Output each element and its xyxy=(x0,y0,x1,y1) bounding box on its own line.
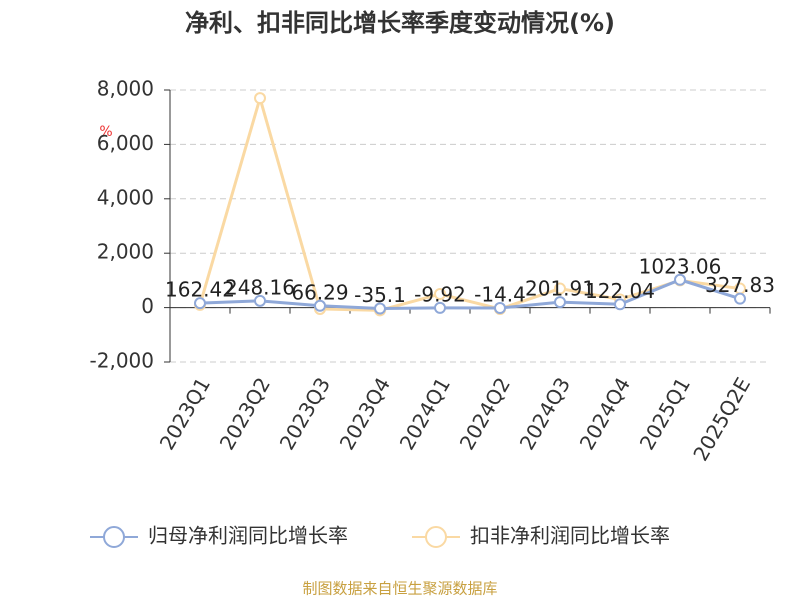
data-label: 66.29 xyxy=(291,280,348,304)
data-label: 1023.06 xyxy=(639,254,722,278)
data-label: -14.4 xyxy=(474,282,526,306)
point xyxy=(254,294,266,307)
x-tick-label: 2024Q3 xyxy=(515,373,575,454)
point xyxy=(434,288,446,300)
data-label: 201.91 xyxy=(525,277,595,301)
y-unit: % xyxy=(99,124,112,140)
series-line xyxy=(199,278,741,311)
y-tick-label: 2,000 xyxy=(97,240,154,264)
y-tick-label: 6,000 xyxy=(97,131,154,155)
point xyxy=(494,301,506,314)
x-tick-label: 2023Q1 xyxy=(155,373,215,454)
legend-marker xyxy=(103,526,125,548)
point xyxy=(614,298,626,311)
x-tick-label: 2025Q2E xyxy=(688,373,755,465)
series-line xyxy=(198,92,741,312)
data-label: -9.92 xyxy=(414,282,466,306)
x-tick-label: 2023Q4 xyxy=(335,373,395,454)
legend-marker xyxy=(425,526,447,548)
point xyxy=(734,292,746,305)
x-tick-label: 2023Q3 xyxy=(275,373,335,454)
point xyxy=(194,297,206,310)
data-label: -35.1 xyxy=(354,283,406,307)
y-tick-label: 8,000 xyxy=(97,77,154,101)
point xyxy=(314,299,326,312)
data-label: 248.16 xyxy=(225,275,295,299)
y-tick-label: 4,000 xyxy=(97,185,154,209)
x-tick-label: 2024Q1 xyxy=(395,373,455,454)
footer: 制图数据来自恒生聚源数据库 xyxy=(302,580,497,598)
legend-label: 扣非净利润同比增长率 xyxy=(470,524,670,548)
x-tick-label: 2024Q4 xyxy=(575,373,635,454)
point xyxy=(554,282,566,295)
data-label: 327.83 xyxy=(705,273,775,297)
point xyxy=(254,92,266,105)
legend-label: 归母净利润同比增长率 xyxy=(148,524,348,548)
data-label: 122.04 xyxy=(585,279,655,303)
point xyxy=(434,301,446,314)
chart-title: 净利、扣非同比增长率季度变动情况(%) xyxy=(185,9,615,37)
point xyxy=(374,302,386,315)
data-label: 162.42 xyxy=(165,278,235,302)
point xyxy=(674,273,686,286)
x-tick-label: 2023Q2 xyxy=(215,373,275,454)
x-tick-label: 2025Q1 xyxy=(635,373,695,454)
y-tick-label: 0 xyxy=(141,294,154,318)
y-tick-label: -2,000 xyxy=(90,349,154,373)
x-tick-label: 2024Q2 xyxy=(455,373,515,454)
point xyxy=(554,296,566,309)
